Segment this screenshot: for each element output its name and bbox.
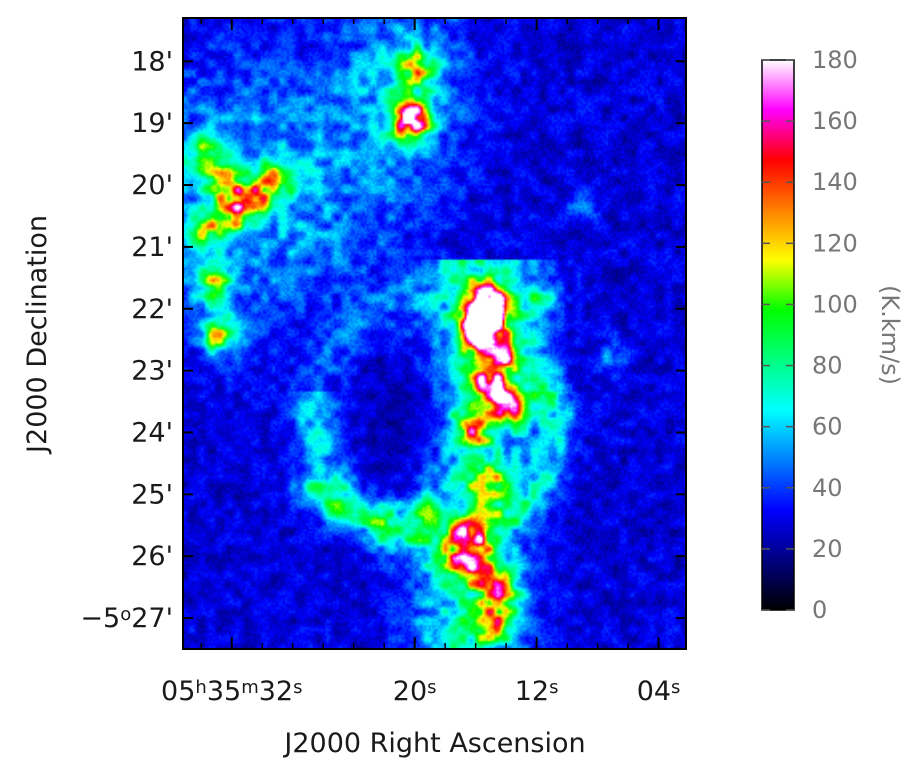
colorbar-tick-label-4: 80: [812, 352, 843, 380]
colorbar-tick-label-7: 140: [812, 168, 858, 196]
colorbar-tick-label-0: 0: [812, 596, 827, 624]
y-tick-label-4: 22': [131, 294, 173, 325]
plot-frame: [182, 17, 687, 650]
heatmap-image: [183, 18, 686, 649]
y-tick-label-3: 21': [131, 232, 173, 263]
y-tick-label-1: 19': [131, 108, 173, 139]
x-axis-ticks: [200, 18, 660, 649]
x-axis-tick-labels: 05h35m32s 20s 12s 04s: [161, 676, 680, 707]
colorbar-label: (K.km/s): [876, 285, 904, 385]
x-tick-label-2: 12s: [515, 676, 559, 707]
colorbar-tick-label-1: 20: [812, 535, 843, 563]
colorbar-gradient: [762, 60, 794, 610]
y-axis-tick-labels: 18' 19' 20' 21' 22' 23' 24' 25' 26' −5o27': [80, 46, 173, 634]
colorbar-tick-label-8: 160: [812, 107, 858, 135]
y-tick-label-0: 18': [131, 46, 173, 77]
x-axis-label: J2000 Right Ascension: [282, 728, 585, 759]
x-tick-label-1: 20s: [393, 676, 437, 707]
intensity-map-raster: [183, 18, 686, 649]
y-tick-label-2: 20': [131, 170, 173, 201]
colorbar-tick-label-5: 100: [812, 290, 858, 318]
y-tick-label-6: 24': [131, 417, 173, 448]
colorbar-tick-label-3: 60: [812, 413, 843, 441]
y-tick-label-9: −5o27': [80, 603, 173, 634]
y-tick-label-8: 26': [131, 541, 173, 572]
x-tick-label-0: 05h35m32s: [161, 676, 302, 707]
colorbar-tick-label-6: 120: [812, 229, 858, 257]
colorbar-tick-label-9: 180: [812, 46, 858, 74]
y-axis-ticks: [183, 60, 686, 620]
y-tick-label-7: 25': [131, 479, 173, 510]
colorbar-frame: [761, 59, 795, 611]
colorbar-tick-label-2: 40: [812, 474, 843, 502]
y-tick-label-5: 23': [131, 356, 173, 387]
colorbar-ticks: 0 20 40 60 80 100 120 140 160 180: [762, 46, 858, 624]
x-tick-label-3: 04s: [637, 676, 681, 707]
colorbar: 0 20 40 60 80 100 120 140 160 180 (K.km/s): [761, 46, 904, 624]
y-axis-label: J2000 Declination: [22, 215, 53, 455]
